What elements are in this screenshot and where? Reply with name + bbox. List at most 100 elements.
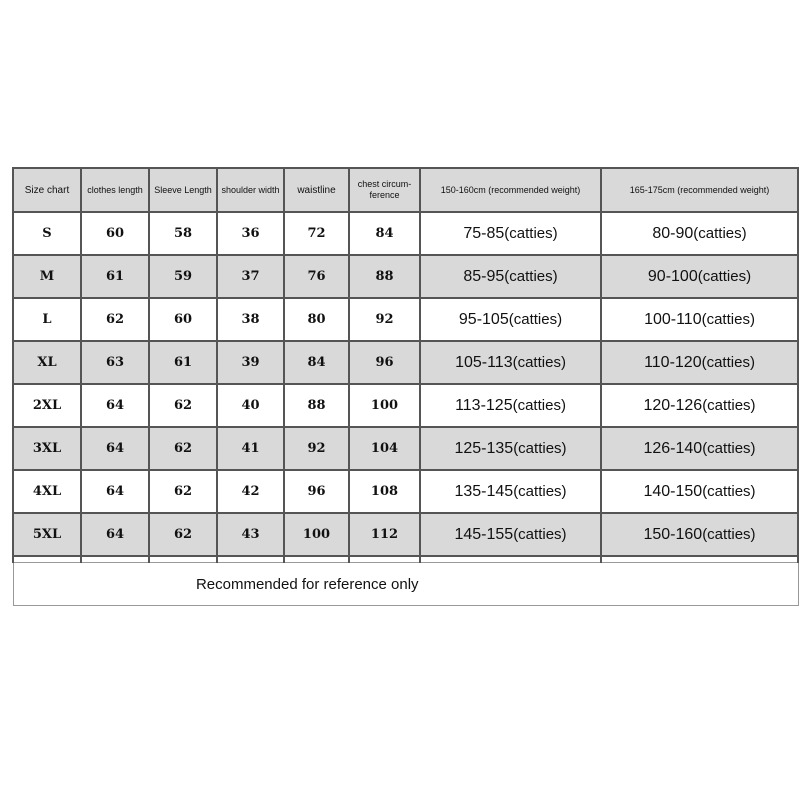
weight-unit: (catties) [701, 353, 755, 371]
weight-range: 110-120 [644, 353, 702, 371]
cell-waist: 84 [283, 340, 350, 385]
weight-unit: (catties) [513, 482, 567, 500]
header-cell: 150-160cm (recommended weight) [419, 167, 602, 213]
cell-shoulder: 43 [216, 512, 285, 557]
weight-range: 140-150 [643, 482, 703, 500]
cell-weight: 125-135(catties) [419, 426, 602, 471]
cell-size: 5XL [12, 512, 82, 557]
weight-unit: (catties) [512, 396, 566, 414]
footer-note: Recommended for reference only [12, 562, 601, 606]
cell-weight: 90-100(catties) [600, 254, 799, 299]
cell-clothes: 64 [80, 383, 150, 428]
weight-unit: (catties) [504, 224, 558, 242]
cell-size: S [12, 211, 82, 256]
cell-shoulder: 36 [216, 211, 285, 256]
header-cell: 165-175cm (recommended weight) [600, 167, 799, 213]
header-cell: Sleeve Length [148, 167, 218, 213]
cell-waist: 96 [283, 469, 350, 514]
cell-size: L [12, 297, 82, 342]
cell-waist: 80 [283, 297, 350, 342]
weight-range: 85-95 [463, 267, 505, 285]
header-cell: shoulder width [216, 167, 285, 213]
weight-unit: (catties) [513, 439, 567, 457]
weight-unit: (catties) [702, 482, 756, 500]
cell-clothes: 64 [80, 469, 150, 514]
cell-waist: 76 [283, 254, 350, 299]
weight-range: 105-113 [455, 353, 513, 371]
cell-clothes: 63 [80, 340, 150, 385]
cell-shoulder: 39 [216, 340, 285, 385]
weight-range: 95-105 [458, 310, 509, 328]
footer-blank [601, 562, 799, 606]
cell-weight: 95-105(catties) [419, 297, 602, 342]
cell-weight: 113-125(catties) [419, 383, 602, 428]
cell-clothes: 64 [80, 426, 150, 471]
cell-sleeve: 62 [148, 469, 218, 514]
weight-unit: (catties) [512, 353, 566, 371]
weight-range: 125-135 [454, 439, 514, 457]
header-cell: Size chart [12, 167, 82, 213]
weight-range: 135-145 [454, 482, 514, 500]
header-cell: waistline [283, 167, 350, 213]
header-row: Size chart clothes length Sleeve Length … [12, 167, 799, 213]
table-row: 2XL 64 62 40 88 100 113-125(catties) 120-126(ca… [12, 383, 799, 428]
cell-chest: 88 [348, 254, 421, 299]
weight-range: 100-110 [644, 310, 702, 328]
cell-weight: 145-155(catties) [419, 512, 602, 557]
cell-shoulder: 37 [216, 254, 285, 299]
weight-range: 90-100 [647, 267, 698, 285]
weight-unit: (catties) [702, 396, 756, 414]
cell-shoulder: 41 [216, 426, 285, 471]
cell-weight: 120-126(catties) [600, 383, 799, 428]
cell-chest: 96 [348, 340, 421, 385]
cell-sleeve: 62 [148, 383, 218, 428]
cell-weight: 85-95(catties) [419, 254, 602, 299]
weight-unit: (catties) [513, 525, 567, 543]
cell-size: XL [12, 340, 82, 385]
weight-range: 150-160 [643, 525, 703, 543]
table-row: 4XL 64 62 42 96 108 135-145(catties) 140-150(ca… [12, 469, 799, 514]
cell-clothes: 62 [80, 297, 150, 342]
weight-unit: (catties) [697, 267, 752, 285]
cell-weight: 150-160(catties) [600, 512, 799, 557]
cell-sleeve: 62 [148, 512, 218, 557]
weight-unit: (catties) [508, 310, 563, 328]
cell-size: 3XL [12, 426, 82, 471]
cell-sleeve: 60 [148, 297, 218, 342]
cell-waist: 92 [283, 426, 350, 471]
cell-weight: 140-150(catties) [600, 469, 799, 514]
size-chart-table: Size chart clothes length Sleeve Length … [12, 167, 799, 606]
cell-clothes: 64 [80, 512, 150, 557]
weight-unit: (catties) [504, 267, 558, 285]
table-row: M 61 59 37 76 88 85-95(catties) 90-100(catties) [12, 254, 799, 299]
cell-size: 4XL [12, 469, 82, 514]
weight-range: 113-125 [455, 396, 513, 414]
cell-clothes: 61 [80, 254, 150, 299]
cell-waist: 100 [283, 512, 350, 557]
footer-row: Recommended for reference only [12, 562, 799, 606]
cell-weight: 135-145(catties) [419, 469, 602, 514]
cell-weight: 110-120(catties) [600, 340, 799, 385]
cell-chest: 92 [348, 297, 421, 342]
cell-size: 2XL [12, 383, 82, 428]
cell-chest: 108 [348, 469, 421, 514]
cell-chest: 84 [348, 211, 421, 256]
table-row: L 62 60 38 80 92 95-105(catties) 100-110(cattie… [12, 297, 799, 342]
weight-unit: (catties) [702, 439, 756, 457]
weight-unit: (catties) [693, 224, 747, 242]
cell-sleeve: 62 [148, 426, 218, 471]
table-row: 5XL 64 62 43 100 112 145-155(catties) 150-160(c… [12, 512, 799, 557]
cell-weight: 126-140(catties) [600, 426, 799, 471]
weight-unit: (catties) [702, 525, 756, 543]
header-cell: chest circum-ference [348, 167, 421, 213]
weight-range: 126-140 [643, 439, 703, 457]
cell-size: M [12, 254, 82, 299]
cell-shoulder: 42 [216, 469, 285, 514]
cell-chest: 104 [348, 426, 421, 471]
cell-clothes: 60 [80, 211, 150, 256]
table-row: S 60 58 36 72 84 75-85(catties) 80-90(catties) [12, 211, 799, 256]
weight-range: 75-85 [463, 224, 505, 242]
cell-weight: 75-85(catties) [419, 211, 602, 256]
weight-unit: (catties) [701, 310, 755, 328]
cell-shoulder: 40 [216, 383, 285, 428]
